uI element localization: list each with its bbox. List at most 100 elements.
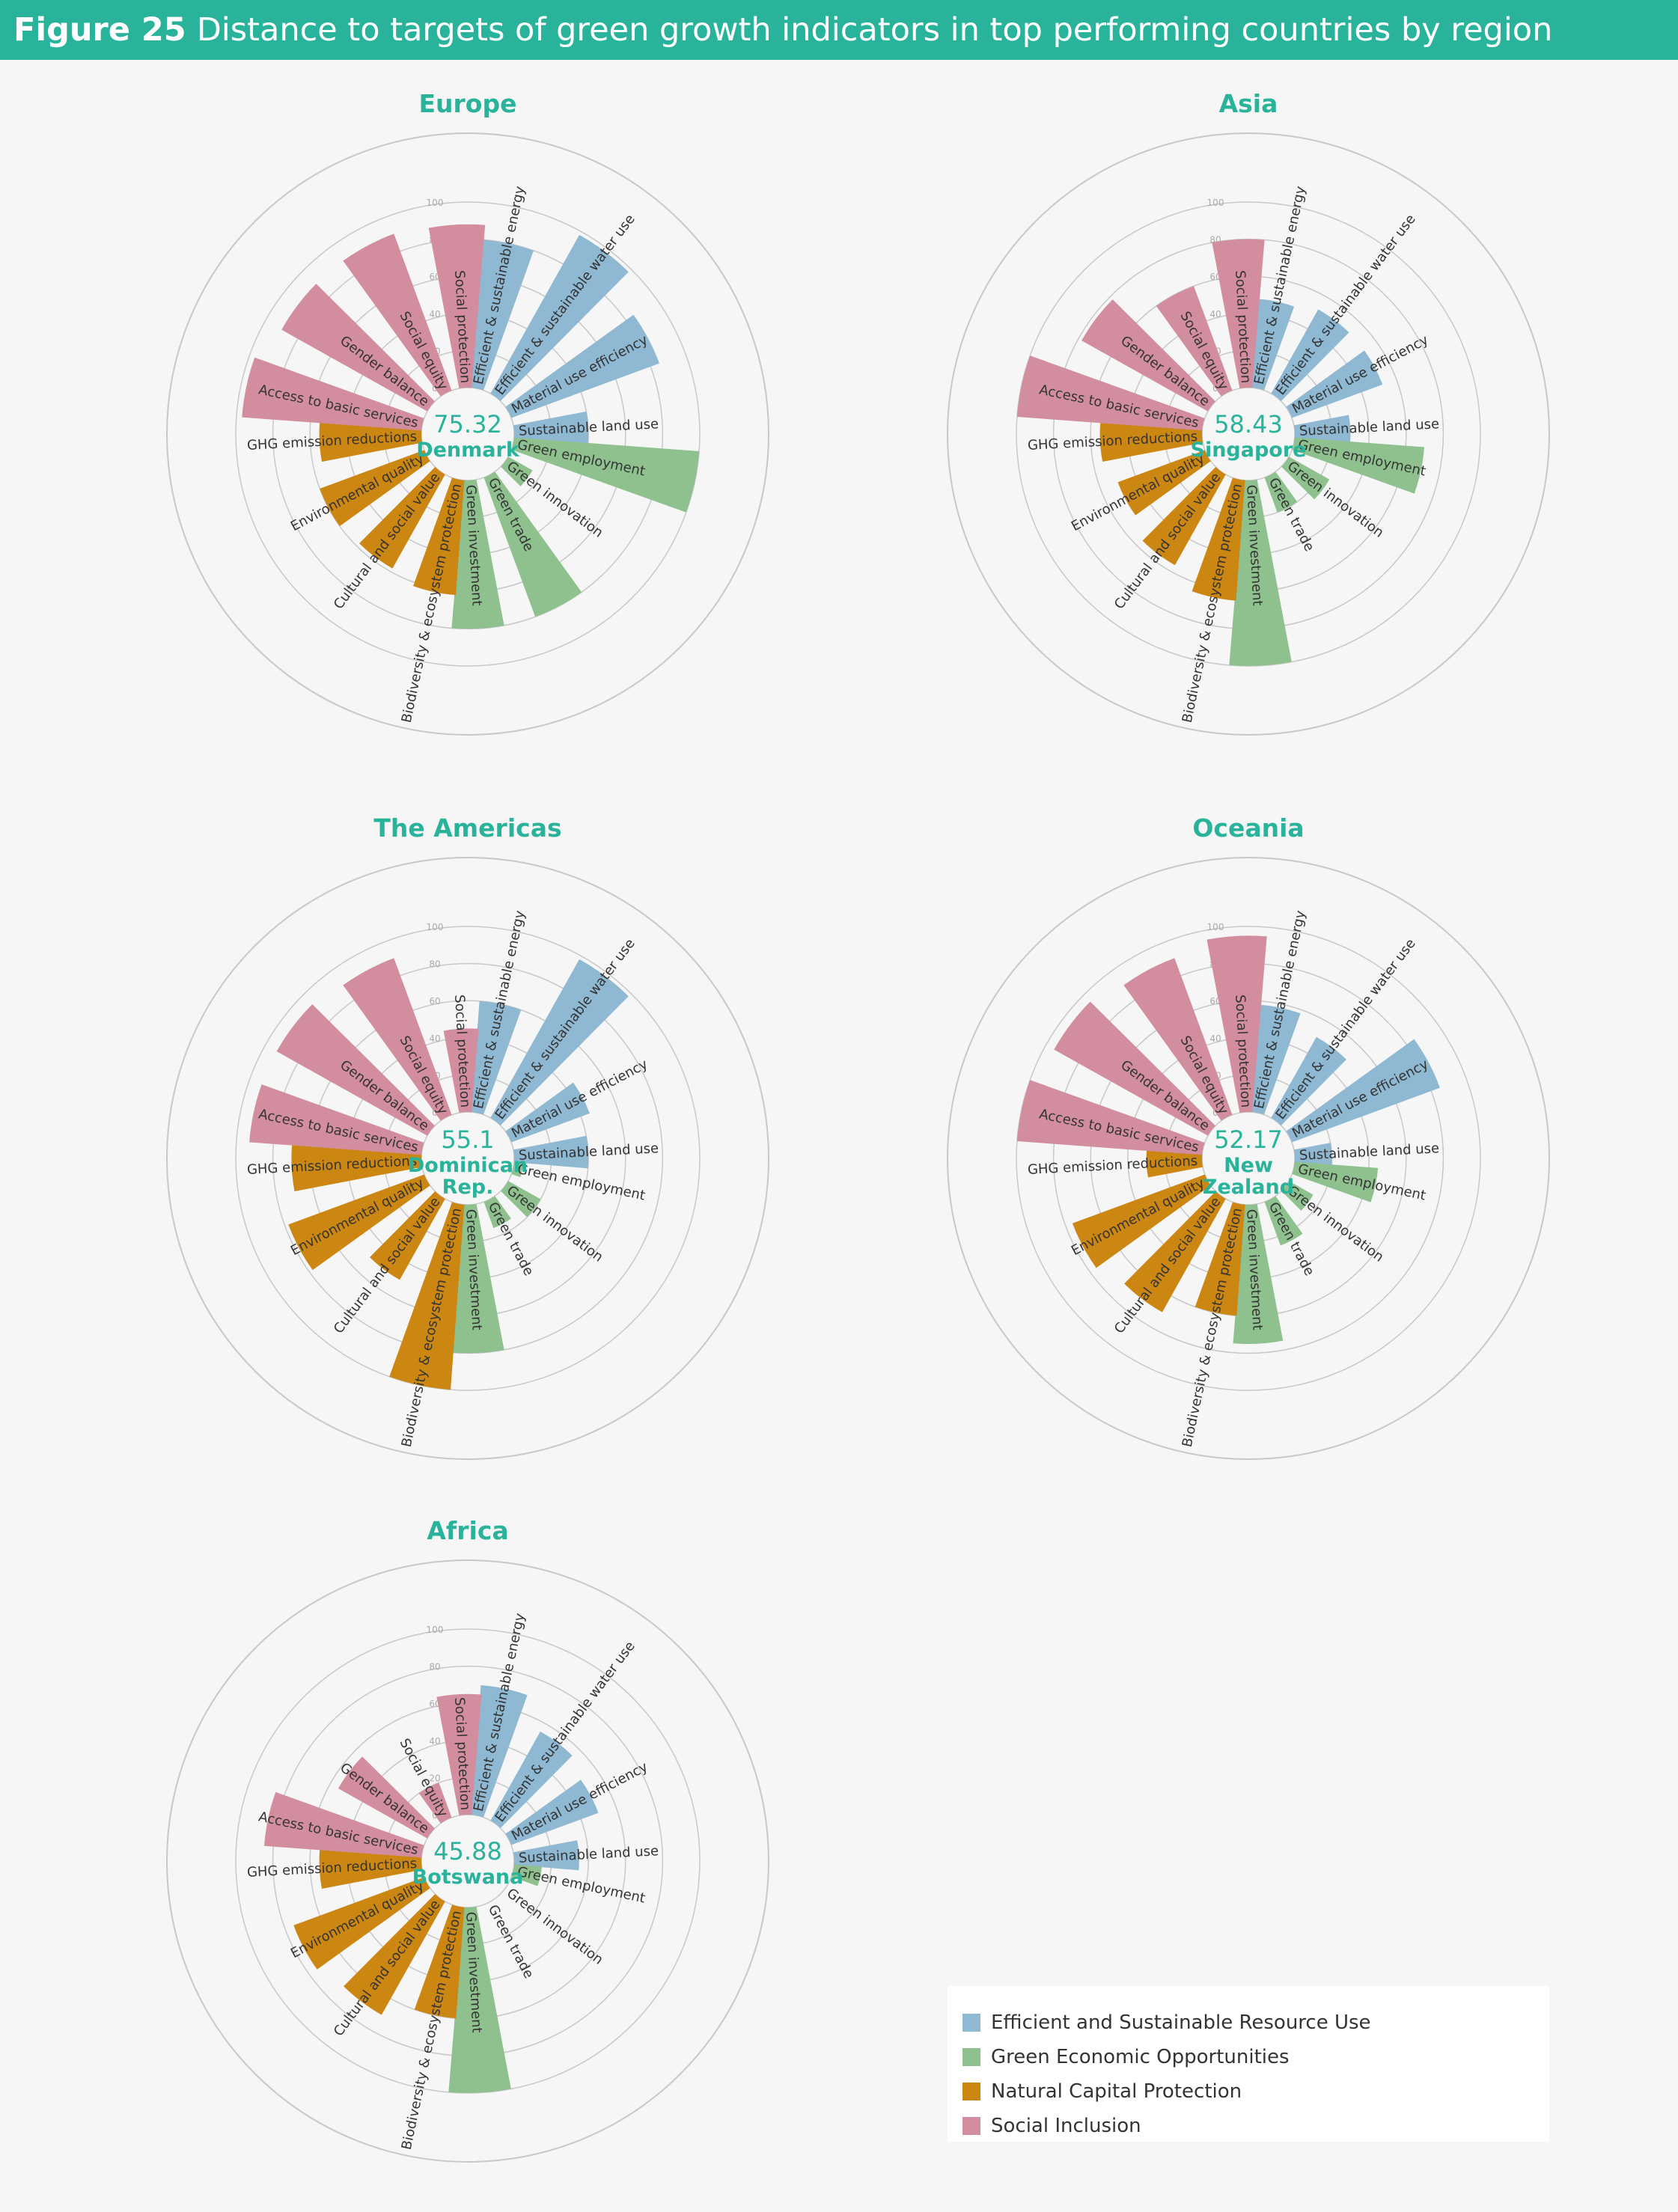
legend-swatch [962,2014,980,2032]
bar-biodiversity-and-ecosystem-protection [413,477,465,596]
figure-header: Figure 25 Distance to targets of green g… [0,0,1678,60]
score-value: 52.17 [1214,1125,1283,1154]
panel-title: Asia [1219,89,1278,118]
bar-sustainable-land-use [1293,415,1351,443]
bar-green-investment [451,1203,504,1354]
score-value: 45.88 [433,1837,502,1866]
bar-cultural-and-social-value [344,1894,445,2015]
bar-environmental-quality [1073,1174,1211,1268]
outer-ring [166,1559,769,2163]
tick-label: 100 [1207,198,1224,208]
bar-biodiversity-and-ecosystem-protection [1192,477,1245,601]
score-value: 58.43 [1214,410,1283,439]
bar-cultural-and-social-value [1124,1191,1226,1313]
tick-label: 40 [429,1736,440,1747]
bar-material-use-efficiency [1286,350,1383,418]
score-value: 55.1 [441,1125,494,1154]
bar-green-employment [511,1864,542,1886]
tick-label: 80 [429,959,440,970]
panel-title: Europe [419,89,517,118]
bar-cultural-and-social-value [359,467,445,569]
bar-ghg-emission-reductions [319,421,423,462]
legend-label: Social Inclusion [991,2115,1141,2137]
country-name: Botswana [412,1866,524,1889]
legend-item-social-inclusion: Social Inclusion [962,2109,1549,2143]
bar-sustainable-land-use [1293,1143,1332,1166]
tick-label: 40 [429,1033,440,1044]
country-name: Denmark [416,439,520,462]
grid-ring [235,201,701,667]
bar-green-employment [511,437,700,513]
bar-biodiversity-and-ecosystem-protection [389,1202,465,1390]
outer-ring [166,857,769,1460]
indicator-label: GHG emission reductions [1028,1153,1198,1178]
figure-number: Figure 25 [13,11,186,49]
bar-biodiversity-and-ecosystem-protection [1195,1202,1245,1316]
bar-efficient-and-sustainable-water-use [490,234,629,401]
tick-label: 60 [429,996,440,1006]
country-name: Zealand [1203,1176,1294,1199]
legend: Efficient and Sustainable Resource Use G… [948,1986,1549,2142]
bar-efficient-and-sustainable-energy [1251,1004,1301,1115]
grid-ring [235,1628,701,2094]
bar-access-to-basic-services [1016,1080,1205,1155]
tick-label: 100 [1207,922,1224,932]
tick-label: 100 [427,1625,444,1635]
legend-swatch [962,2083,980,2101]
bar-sustainable-land-use [513,1135,589,1169]
bar-environmental-quality [293,1877,430,1970]
bar-social-protection [443,1028,479,1113]
country-name: New [1224,1154,1273,1177]
bar-green-trade [1264,471,1298,513]
bar-efficient-and-sustainable-water-use [490,959,629,1125]
bar-social-equity [1123,958,1233,1121]
bar-green-investment [1233,1203,1284,1344]
tick-label: 100 [427,198,444,208]
bar-efficient-and-sustainable-water-use [490,1731,573,1828]
bar-environmental-quality [320,450,430,527]
tick-label: 20 [429,1773,440,1783]
bar-social-protection [428,224,486,389]
bar-access-to-basic-services [1016,355,1205,431]
tick-label: 0 [1212,1107,1218,1118]
tick-label: 100 [427,922,444,932]
bar-efficient-and-sustainable-energy [471,239,534,391]
bar-ghg-emission-reductions [291,1143,423,1191]
bar-green-innovation [1281,1181,1314,1211]
outer-ring [166,132,769,736]
bar-social-protection [1206,935,1267,1113]
legend-swatch [962,2048,980,2066]
bar-environmental-quality [288,1174,430,1271]
bar-material-use-efficiency [505,1082,590,1143]
bar-access-to-basic-services [249,1084,424,1155]
bar-green-investment [448,1906,511,2093]
legend-item-natural-capital: Natural Capital Protection [962,2074,1549,2109]
legend-label: Efficient and Sustainable Resource Use [991,2011,1371,2034]
figure-title: Distance to targets of green growth indi… [196,11,1553,49]
bar-biodiversity-and-ecosystem-protection [414,1904,465,2019]
bar-green-trade [1264,1196,1303,1246]
bar-sustainable-land-use [513,1840,579,1871]
tick-label: 0 [432,1107,438,1118]
bar-social-protection [1212,239,1265,389]
legend-item-green-opportunities: Green Economic Opportunities [962,2040,1549,2074]
bar-green-investment [451,479,504,629]
bar-ghg-emission-reductions [319,1848,423,1889]
panel-title: The Americas [373,813,561,843]
legend-label: Natural Capital Protection [991,2080,1242,2103]
grid-ring [1016,201,1481,667]
indicator-label: Social protection [451,995,473,1108]
bar-access-to-basic-services [242,357,424,431]
bar-ghg-emission-reductions [1099,421,1203,462]
tick-label: 40 [429,309,440,320]
legend-label: Green Economic Opportunities [991,2046,1290,2068]
bar-cultural-and-social-value [1142,467,1226,566]
bar-green-employment [1292,1161,1379,1203]
bar-ghg-emission-reductions [1146,1149,1203,1178]
bar-green-innovation [501,1181,541,1217]
